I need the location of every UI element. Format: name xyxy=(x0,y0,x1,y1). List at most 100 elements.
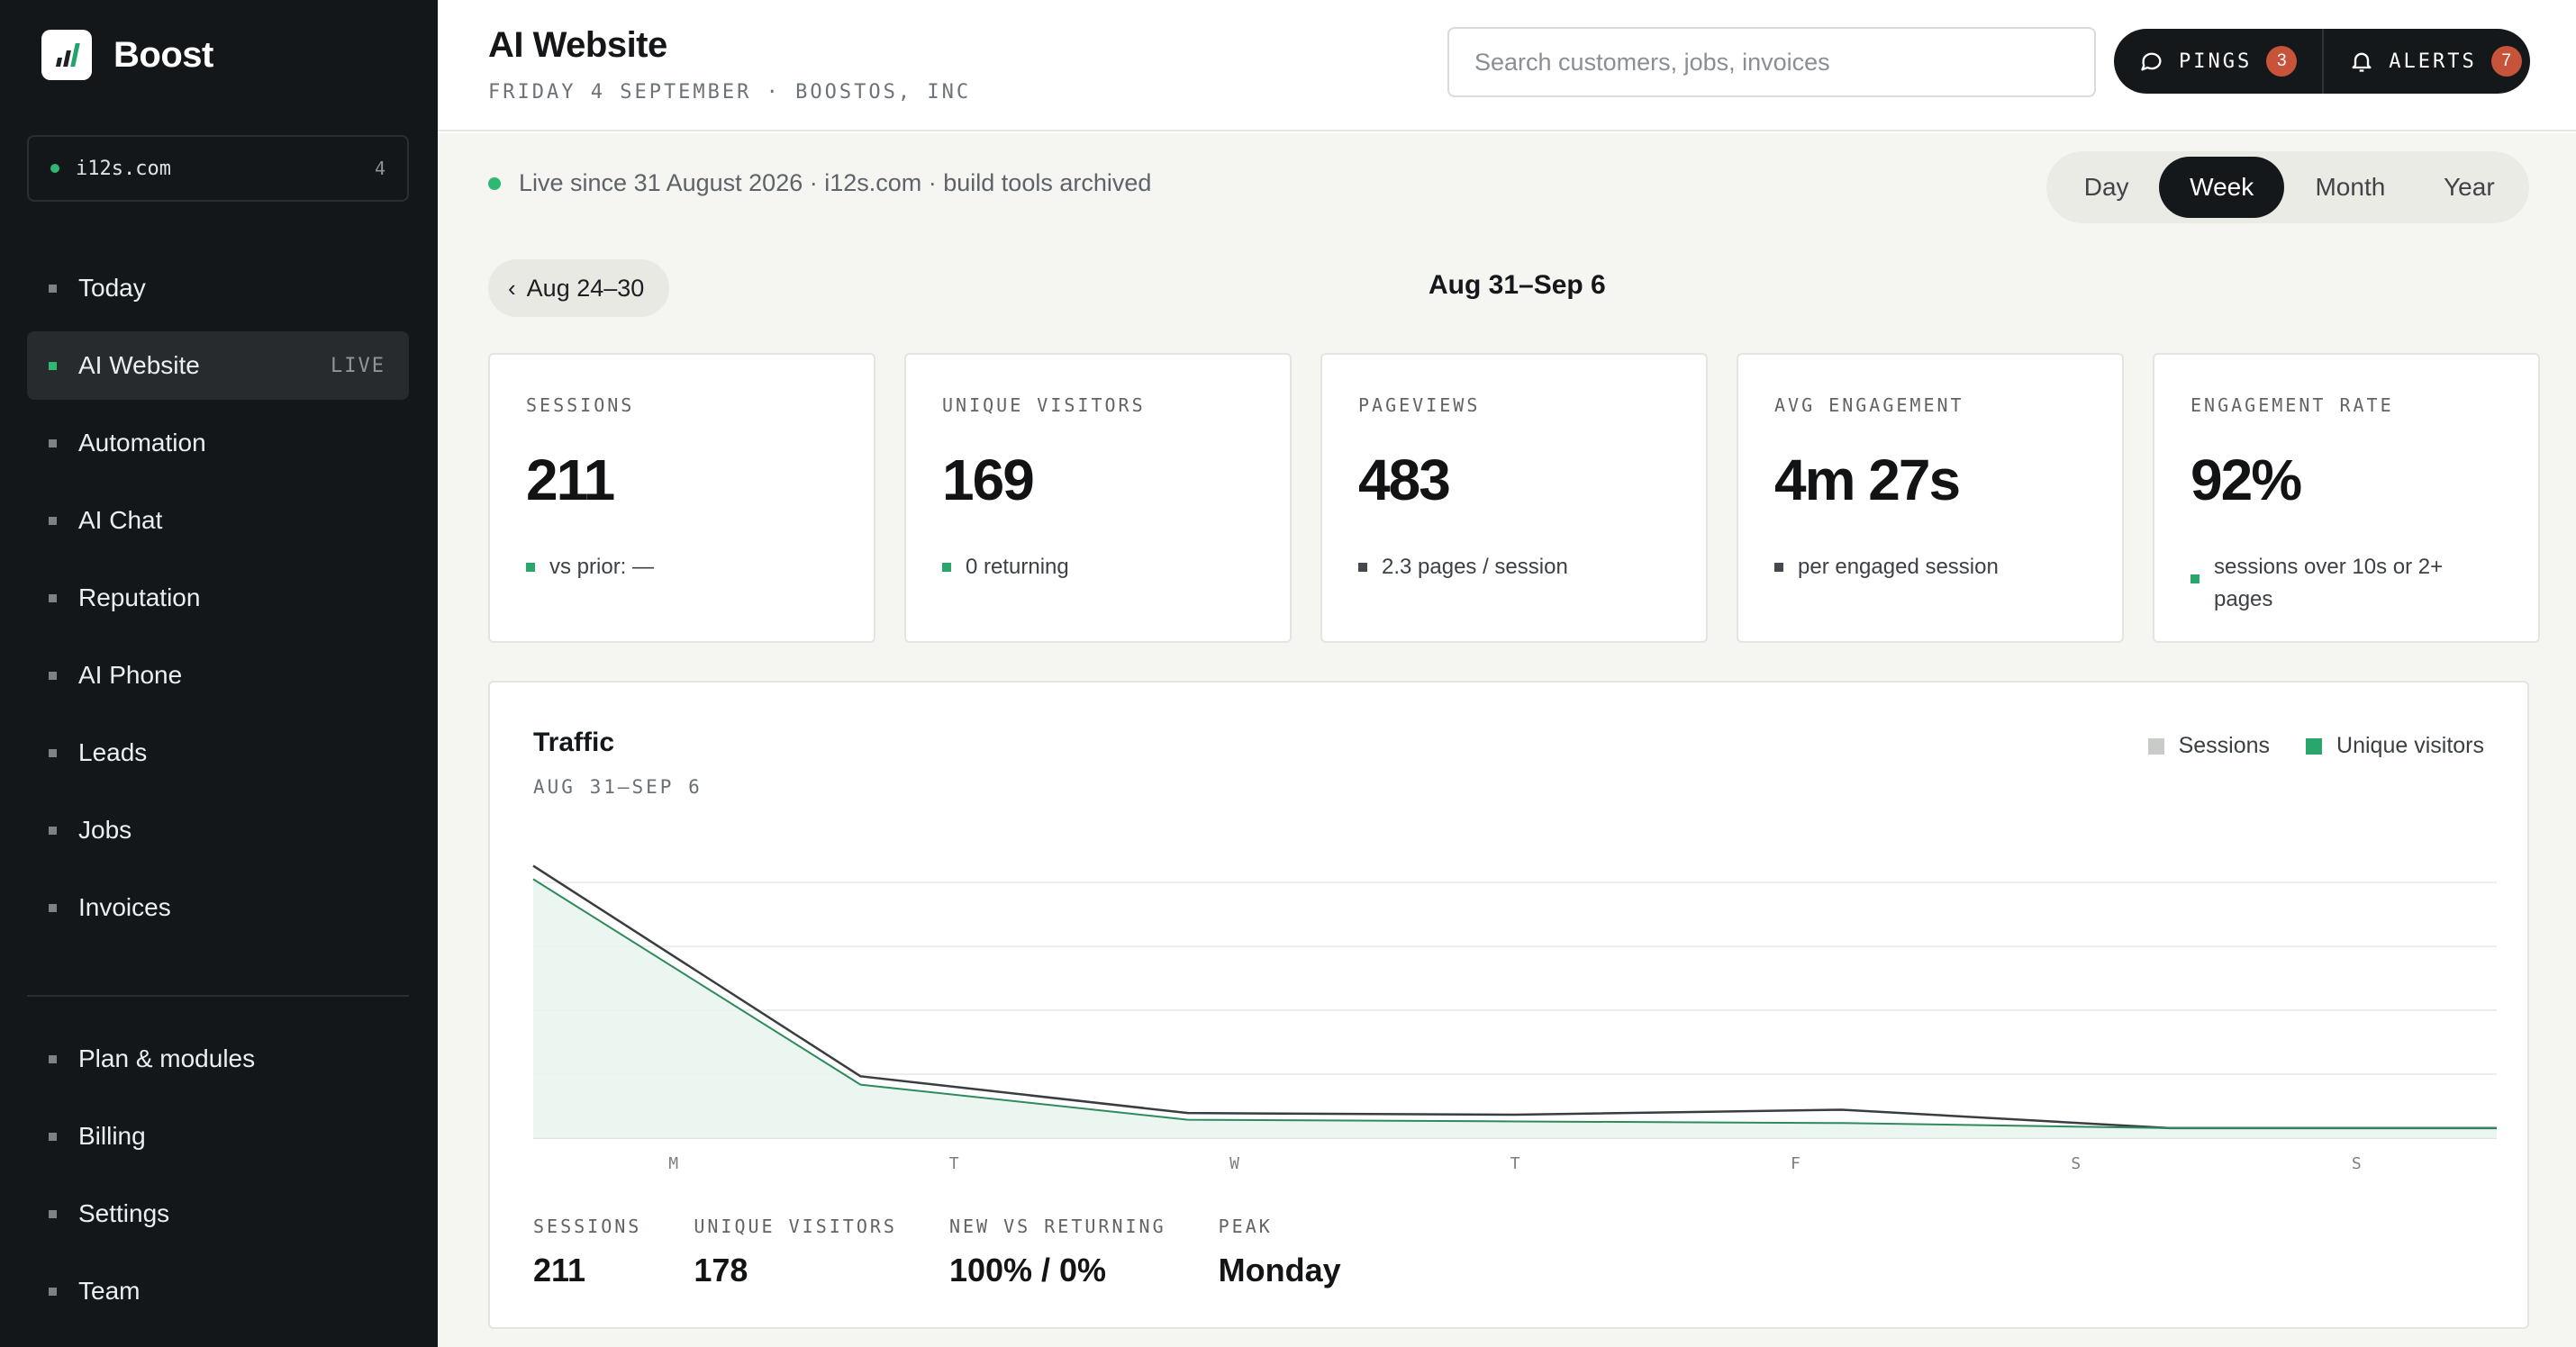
sidebar-item-label: AI Website xyxy=(78,351,200,379)
workspace-count: 4 xyxy=(374,158,385,179)
marker-icon xyxy=(942,563,951,572)
chart-legend: Sessions Unique visitors xyxy=(2112,733,2484,759)
legend-label: Sessions xyxy=(2178,733,2271,758)
sidebar-item-label: Plan & modules xyxy=(78,1044,256,1072)
unique-visitors-area xyxy=(533,879,2497,1138)
sidebar-item-settings[interactable]: Settings xyxy=(27,1180,409,1248)
sidebar-item-billing[interactable]: Billing xyxy=(27,1102,409,1171)
stat-label: ENGAGEMENT RATE xyxy=(2191,394,2394,416)
x-tick-label: S xyxy=(2071,1154,2081,1173)
summary-value: 211 xyxy=(533,1252,586,1288)
summary-label: NEW VS RETURNING xyxy=(948,1216,1166,1237)
tab-month[interactable]: Month xyxy=(2315,173,2386,201)
pings-count-badge: 3 xyxy=(2266,46,2298,77)
summary-value: 178 xyxy=(694,1252,748,1288)
sidebar: Boost i12s.com 4 Today AI Website LIVE A… xyxy=(0,0,438,1347)
sidebar-item-label: Settings xyxy=(78,1199,170,1227)
stat-label: AVG ENGAGEMENT xyxy=(1774,394,1964,416)
search-input[interactable] xyxy=(1447,27,2096,97)
alerts-button[interactable]: ALERTS 7 xyxy=(2322,29,2546,94)
sidebar-item-label: Billing xyxy=(78,1122,146,1150)
live-status: Live since 31 August 2026 · i12s.com · b… xyxy=(488,169,1151,197)
sidebar-item-label: Team xyxy=(78,1277,141,1305)
tab-year[interactable]: Year xyxy=(2444,173,2495,201)
legend-item-sessions[interactable]: Sessions xyxy=(2147,733,2271,759)
sidebar-item-automation[interactable]: Automation xyxy=(27,409,409,477)
summary-label: PEAK xyxy=(1218,1216,1273,1237)
stat-footnote-text: sessions over 10s or 2+ pages xyxy=(2214,555,2444,611)
stat-label: UNIQUE VISITORS xyxy=(942,394,1146,416)
sidebar-item-team[interactable]: Team xyxy=(27,1257,409,1325)
legend-label: Unique visitors xyxy=(2336,733,2484,758)
sidebar-item-plan-modules[interactable]: Plan & modules xyxy=(27,1025,409,1093)
stat-footnote-text: 0 returning xyxy=(966,555,1069,579)
bullet-icon xyxy=(49,593,57,602)
stat-footnote: vs prior: — xyxy=(526,551,843,583)
bullet-icon xyxy=(49,516,57,525)
summary-label: SESSIONS xyxy=(533,1216,642,1237)
sidebar-item-jobs[interactable]: Jobs xyxy=(27,796,409,864)
traffic-card: Traffic AUG 31–SEP 6 Sessions Unique vis… xyxy=(488,681,2529,1329)
sessions-swatch-icon xyxy=(2147,737,2164,755)
bell-icon xyxy=(2352,52,2372,72)
bullet-icon xyxy=(49,284,57,293)
notification-group: PINGS 3 ALERTS 7 xyxy=(2114,29,2530,94)
stat-card-unique-visitors: UNIQUE VISITORS 169 0 returning xyxy=(904,353,1292,643)
summary-new-vs-returning: NEW VS RETURNING 100% / 0% xyxy=(949,1216,1166,1289)
tab-week[interactable]: Week xyxy=(2159,157,2285,218)
stat-label: PAGEVIEWS xyxy=(1358,394,1481,416)
marker-icon xyxy=(526,563,535,572)
sidebar-item-ai-phone[interactable]: AI Phone xyxy=(27,641,409,710)
legend-item-unique-visitors[interactable]: Unique visitors xyxy=(2306,733,2484,759)
main-content: Live since 31 August 2026 · i12s.com · b… xyxy=(438,133,2576,1347)
sidebar-item-label: AI Chat xyxy=(78,506,163,534)
brand[interactable]: Boost xyxy=(41,30,213,80)
stat-footnote: per engaged session xyxy=(1774,551,2091,583)
sidebar-item-label: Invoices xyxy=(78,893,171,921)
sidebar-item-ai-chat[interactable]: AI Chat xyxy=(27,486,409,555)
sidebar-item-ai-website[interactable]: AI Website LIVE xyxy=(27,331,409,400)
stat-card-pageviews: PAGEVIEWS 483 2.3 pages / session xyxy=(1320,353,1708,643)
traffic-subtitle: AUG 31–SEP 6 xyxy=(533,776,703,798)
sidebar-item-leads[interactable]: Leads xyxy=(27,719,409,787)
stat-footnote-text: per engaged session xyxy=(1798,555,1999,579)
x-tick-label: S xyxy=(2352,1154,2362,1173)
previous-range-button[interactable]: ‹ Aug 24–30 xyxy=(488,259,670,317)
sidebar-item-invoices[interactable]: Invoices xyxy=(27,873,409,942)
stat-card-engagement-rate: ENGAGEMENT RATE 92% sessions over 10s or… xyxy=(2153,353,2540,643)
sidebar-item-reputation[interactable]: Reputation xyxy=(27,564,409,632)
stat-footnote: sessions over 10s or 2+ pages xyxy=(2191,551,2508,616)
summary-peak: PEAK Monday xyxy=(1219,1216,1341,1289)
workspace-domain: i12s.com xyxy=(76,157,171,180)
summary-label: UNIQUE VISITORS xyxy=(694,1216,897,1237)
stat-label: SESSIONS xyxy=(526,394,635,416)
live-status-text: Live since 31 August 2026 · i12s.com · b… xyxy=(519,169,1152,196)
marker-icon xyxy=(1774,563,1783,572)
sidebar-divider xyxy=(27,995,409,997)
marker-icon xyxy=(1358,563,1367,572)
period-selector: Day Week Month Year xyxy=(2046,151,2529,223)
tab-day[interactable]: Day xyxy=(2083,173,2129,201)
bullet-icon xyxy=(49,903,57,912)
alerts-count-badge: 7 xyxy=(2490,46,2522,77)
sidebar-item-today[interactable]: Today xyxy=(27,254,409,322)
stat-footnote: 0 returning xyxy=(942,551,1259,583)
workspace-switcher[interactable]: i12s.com 4 xyxy=(27,135,409,202)
summary-sessions: SESSIONS 211 xyxy=(533,1216,641,1289)
bullet-icon xyxy=(49,1054,57,1063)
stat-value: 4m 27s xyxy=(1774,447,1961,512)
stat-card-sessions: SESSIONS 211 vs prior: — xyxy=(488,353,875,643)
sidebar-item-label: AI Phone xyxy=(78,661,183,689)
x-tick-label: T xyxy=(949,1154,959,1173)
bullet-icon xyxy=(49,438,57,447)
sidebar-item-label: Today xyxy=(78,274,146,302)
pings-button[interactable]: PINGS 3 xyxy=(2114,29,2322,94)
x-tick-label: M xyxy=(668,1154,678,1173)
x-tick-label: F xyxy=(1791,1154,1800,1173)
pings-label: PINGS xyxy=(2179,50,2253,73)
traffic-title: Traffic xyxy=(533,728,615,757)
bullet-icon xyxy=(49,748,57,757)
stat-footnote: 2.3 pages / session xyxy=(1358,551,1675,583)
summary-value: Monday xyxy=(1218,1252,1341,1288)
page-subtitle: FRIDAY 4 SEPTEMBER · BOOSTOS, INC xyxy=(488,81,972,104)
